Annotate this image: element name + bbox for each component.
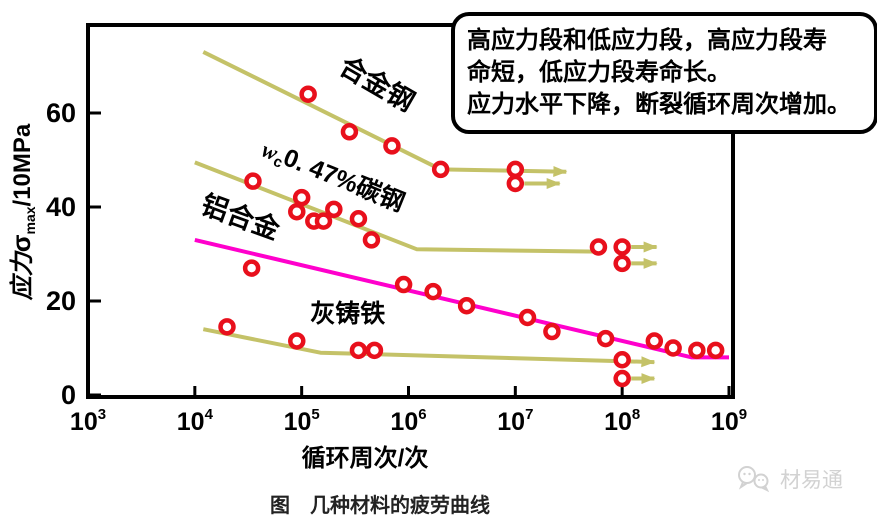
data-point: [242, 259, 261, 277]
data-point: [314, 212, 333, 230]
data-point: [394, 275, 413, 294]
data-point: [589, 238, 608, 256]
y-axis: 0 20 40 60: [46, 98, 101, 410]
data-point: [362, 231, 381, 249]
data-point: [218, 318, 236, 336]
data-point: [543, 322, 561, 341]
data-point: [288, 332, 306, 350]
x-tick-label: 109: [711, 406, 747, 436]
data-point: [645, 332, 664, 350]
data-point: [706, 341, 725, 360]
data-point: [664, 339, 682, 357]
data-point: [457, 296, 476, 315]
data-point: [349, 341, 368, 360]
y-tick-label: 0: [61, 380, 76, 410]
wechat-icon: [738, 466, 770, 493]
data-point: [244, 172, 262, 190]
series-label-gray-cast-iron: 灰铸铁: [310, 300, 385, 328]
data-point: [506, 174, 525, 193]
curve-carbon-steel: [194, 160, 599, 254]
x-tick-label: 108: [604, 406, 640, 436]
callout-line-1: 高应力段和低应力段，高应力段寿: [467, 27, 827, 54]
series-carbon-steel: wc0. 47%碳钢: [194, 137, 658, 273]
data-point: [518, 308, 537, 327]
series-label-aluminum-alloy: 铝合金: [197, 188, 285, 245]
callout-box: 高应力段和低应力段，高应力段寿 命短，低应力段寿命长。 应力水平下降，断裂循环周…: [451, 12, 877, 134]
data-point: [340, 123, 359, 141]
data-point: [288, 202, 306, 221]
watermark: 材易通: [735, 464, 843, 494]
x-tick-label: 107: [497, 406, 533, 436]
y-tick-label: 20: [46, 286, 76, 316]
data-point: [613, 351, 631, 369]
y-axis-title: 应力σmax/10MPa: [6, 123, 38, 301]
data-point: [349, 210, 368, 228]
callout-line-3: 应力水平下降，断裂循环周次增加。: [467, 91, 851, 118]
data-point: [292, 188, 311, 207]
x-axis: 103 104 105 106 107 108 109: [70, 386, 747, 436]
data-point: [613, 238, 631, 256]
x-tick-label: 103: [70, 406, 106, 436]
data-point: [424, 282, 442, 301]
series-gray-cast-iron: 灰铸铁: [202, 300, 656, 388]
y-tick-label: 40: [46, 192, 76, 222]
plot-frame: [86, 23, 735, 399]
x-tick-label: 105: [284, 406, 320, 436]
figure-caption: 图 几种材料的疲劳曲线: [270, 495, 490, 517]
x-axis-title: 循环周次/次: [302, 444, 429, 472]
series-aluminum-alloy: 铝合金: [194, 188, 729, 360]
data-point: [383, 137, 401, 155]
series-label-alloy-steel: 合金钢: [334, 50, 420, 117]
data-point: [688, 341, 706, 360]
data-point: [365, 341, 384, 360]
x-tick-label: 104: [177, 406, 214, 436]
data-point: [506, 160, 525, 179]
curve-gray-cast-iron: [202, 327, 656, 368]
callout-line-2: 命短，低应力段寿命长。: [467, 59, 731, 86]
data-point: [431, 160, 450, 179]
data-point: [613, 369, 631, 388]
y-tick-label: 60: [46, 98, 76, 128]
watermark-text: 材易通: [780, 469, 843, 492]
data-point: [299, 85, 317, 103]
data-point: [596, 329, 615, 348]
data-point: [325, 200, 343, 219]
x-tick-label: 106: [390, 406, 426, 436]
data-point: [613, 254, 631, 273]
